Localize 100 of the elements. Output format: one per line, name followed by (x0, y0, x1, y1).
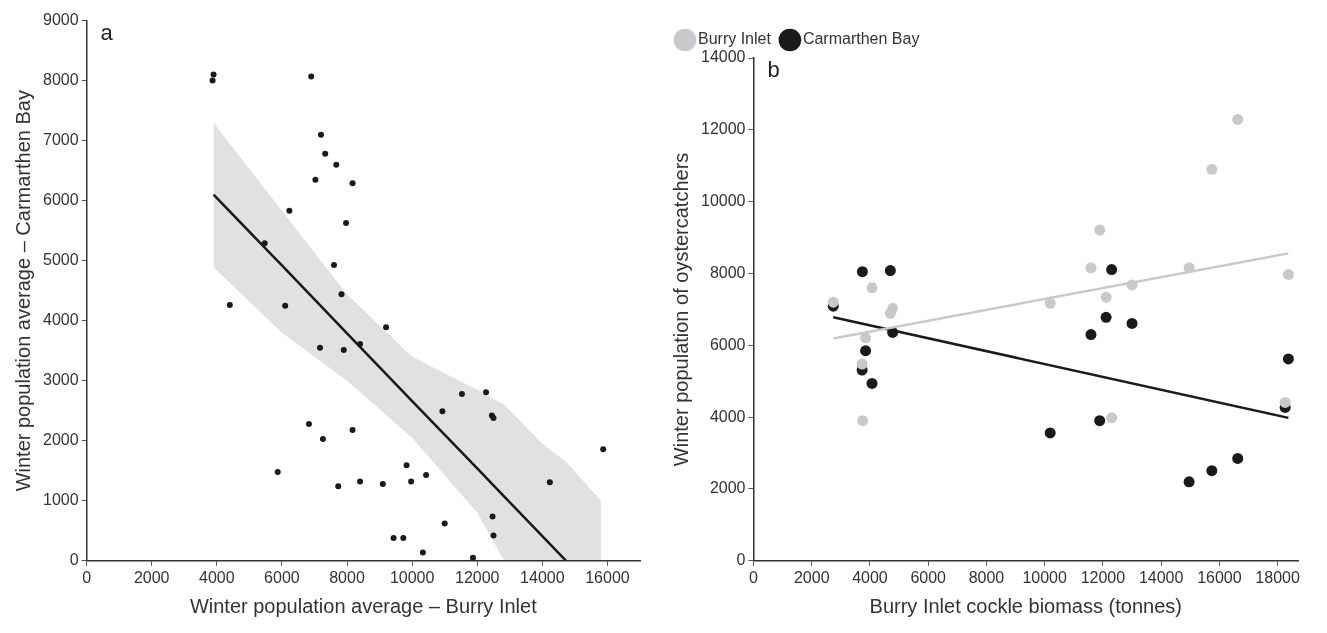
point (419, 549, 426, 556)
point (1232, 113, 1244, 125)
point (827, 296, 839, 308)
point (312, 176, 319, 183)
point (383, 324, 390, 331)
y-tick-label: 7000 (43, 131, 79, 149)
point (282, 302, 289, 309)
point (357, 478, 364, 485)
point (1126, 279, 1138, 291)
point (400, 534, 407, 541)
x-tick-label: 6000 (910, 568, 947, 586)
x-tick-label: 12000 (454, 568, 500, 586)
point (1183, 262, 1195, 274)
point (1183, 476, 1195, 488)
y-tick-label: 0 (69, 551, 79, 569)
point (274, 468, 281, 475)
x-tick-label: 0 (749, 568, 759, 586)
point (1106, 264, 1118, 276)
y-tick-label: 1000 (43, 491, 79, 509)
x-tick-label: 8000 (329, 568, 365, 586)
point (261, 240, 268, 247)
point (1085, 329, 1097, 341)
x-tick-label: 2000 (133, 568, 170, 586)
x-tick-label: 18000 (1255, 568, 1300, 586)
point (857, 415, 869, 427)
y-tick-label: 8000 (709, 263, 746, 281)
point (1206, 465, 1218, 477)
y-tick-label: 6000 (709, 335, 746, 353)
point (286, 207, 293, 214)
point (423, 471, 430, 478)
point (390, 534, 397, 541)
point (1282, 353, 1294, 365)
point (340, 347, 347, 354)
y-tick-label: 0 (736, 551, 746, 569)
point (1126, 317, 1138, 329)
point (1100, 291, 1112, 303)
point (308, 73, 315, 80)
x-tick-label: 6000 (264, 568, 300, 586)
y-tick-label: 10000 (700, 192, 746, 210)
x-tick-label: 10000 (389, 568, 435, 586)
point (1206, 163, 1218, 175)
point (458, 390, 465, 397)
point (1085, 262, 1097, 274)
x-tick-label: 8000 (968, 568, 1005, 586)
y-tick-label: 4000 (709, 407, 746, 425)
legend-label: Carmarthen Bay (802, 30, 920, 48)
y-tick-label: 6000 (43, 191, 79, 209)
point (856, 266, 868, 278)
y-tick-label: 5000 (43, 251, 79, 269)
point (403, 462, 410, 469)
point (1282, 269, 1294, 281)
x-tick-label: 2000 (793, 568, 830, 586)
point (408, 478, 415, 485)
y-tick-label: 9000 (43, 11, 79, 29)
point (379, 480, 386, 487)
point (546, 479, 553, 486)
y-axis-title: Winter population average – Carmarthen Bay (11, 90, 34, 492)
x-axis-title: Winter population average – Burry Inlet (189, 594, 538, 617)
x-tick-label: 16000 (585, 568, 630, 586)
legend-label: Burry Inlet (698, 30, 772, 48)
point (305, 420, 312, 427)
x-tick-label: 10000 (1022, 568, 1068, 586)
point (349, 426, 356, 433)
annotation: a (100, 19, 114, 45)
point (600, 446, 607, 453)
x-tick-label: 14000 (520, 568, 565, 586)
point (1100, 311, 1112, 323)
x-tick-label: 0 (82, 568, 92, 586)
point (439, 408, 446, 415)
point (483, 389, 490, 396)
point (1094, 415, 1106, 427)
y-tick-label: 4000 (43, 311, 79, 329)
y-tick-label: 8000 (43, 71, 79, 89)
annotation: b (767, 57, 780, 83)
point (490, 532, 497, 539)
point (226, 302, 233, 309)
x-tick-label: 14000 (1138, 568, 1184, 586)
point (333, 161, 340, 168)
point (331, 261, 337, 268)
point (1232, 452, 1244, 464)
point (489, 513, 496, 520)
point (322, 150, 329, 157)
point (884, 265, 896, 277)
y-axis-title: Winter population of oystercatchers (669, 152, 692, 467)
point (1044, 427, 1056, 439)
point (470, 554, 476, 561)
point (317, 344, 323, 351)
point (343, 219, 350, 226)
point (866, 377, 878, 389)
point (1044, 297, 1056, 309)
point (1106, 412, 1118, 424)
point (209, 77, 216, 84)
x-tick-label: 4000 (852, 568, 888, 586)
y-tick-label: 12000 (700, 120, 746, 138)
point (866, 282, 878, 294)
point (860, 345, 872, 357)
y-tick-label: 14000 (700, 48, 746, 66)
point (317, 131, 324, 138)
point (338, 291, 345, 298)
y-tick-label: 2000 (709, 479, 746, 497)
